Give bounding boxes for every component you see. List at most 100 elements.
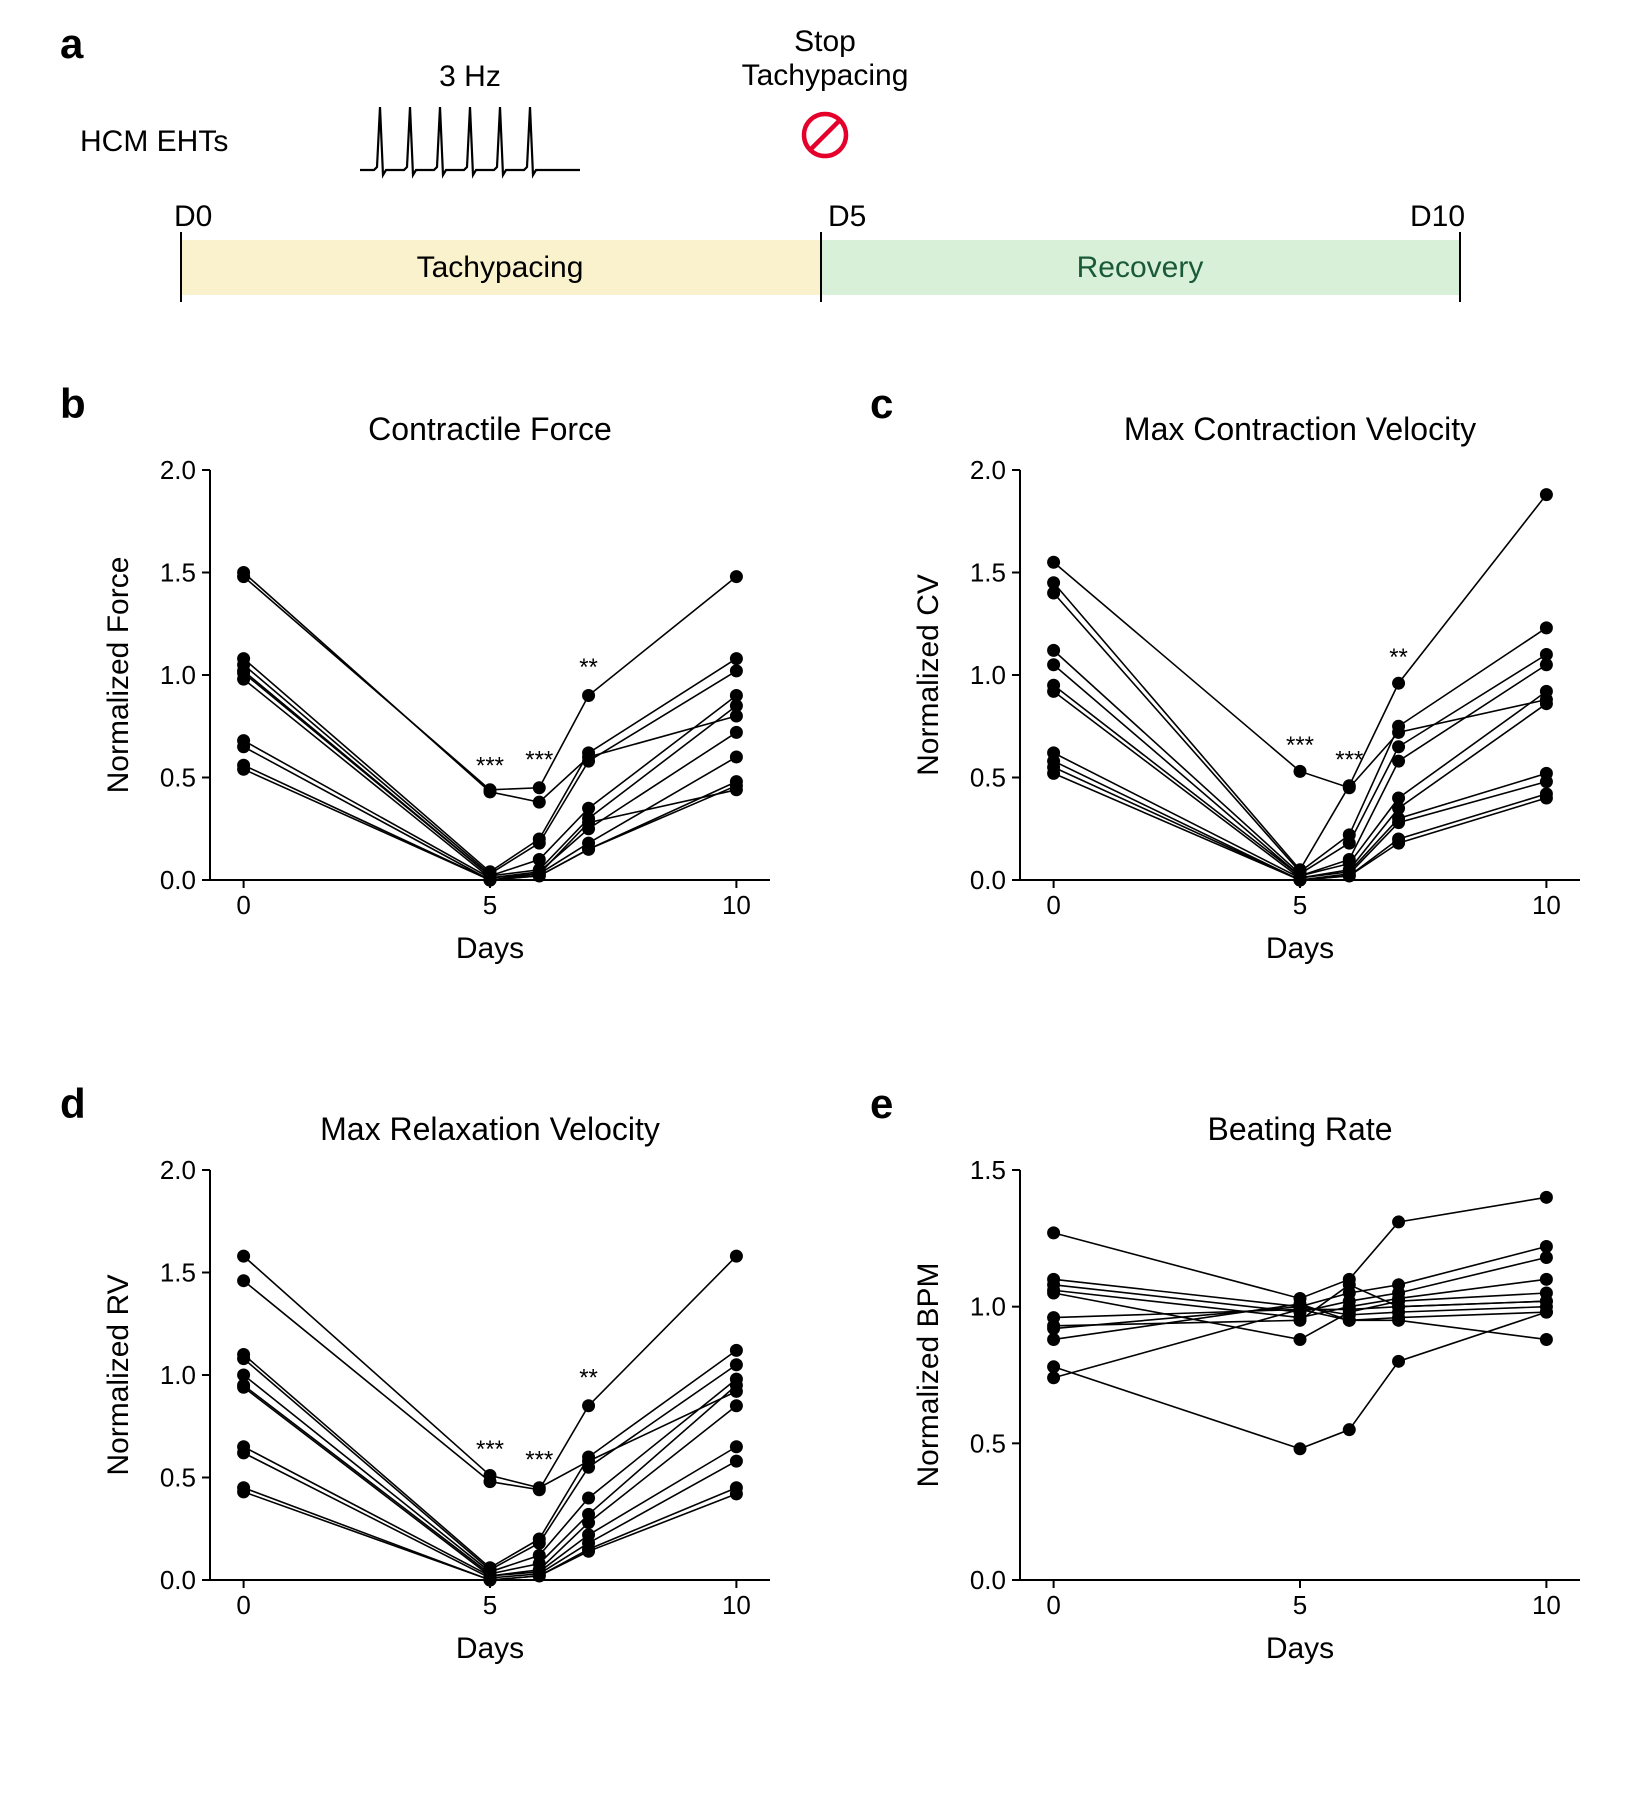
data-point bbox=[1392, 816, 1405, 829]
data-point bbox=[582, 1492, 595, 1505]
panel-e-label: e bbox=[870, 1080, 893, 1128]
y-tick-label: 1.5 bbox=[970, 1155, 1006, 1185]
y-tick-label: 2.0 bbox=[160, 1155, 196, 1185]
data-point bbox=[730, 1440, 743, 1453]
x-axis-label: Days bbox=[456, 932, 524, 965]
panel-a-label: a bbox=[60, 20, 83, 68]
data-point bbox=[1540, 1273, 1553, 1286]
data-point bbox=[533, 1483, 546, 1496]
data-point bbox=[1392, 740, 1405, 753]
data-point bbox=[1540, 792, 1553, 805]
data-point bbox=[730, 664, 743, 677]
phase-tachypacing-label: Tachypacing bbox=[417, 251, 584, 285]
panel-d-label: d bbox=[60, 1080, 86, 1128]
day-d0-label: D0 bbox=[174, 200, 212, 234]
data-point bbox=[533, 1569, 546, 1582]
y-tick-label: 2.0 bbox=[970, 455, 1006, 485]
day-d5-label: D5 bbox=[828, 200, 866, 234]
data-point bbox=[533, 781, 546, 794]
x-tick-label: 10 bbox=[722, 890, 751, 920]
data-point bbox=[582, 816, 595, 829]
data-point bbox=[237, 1250, 250, 1263]
x-tick-label: 10 bbox=[1532, 1590, 1561, 1620]
data-point bbox=[237, 1274, 250, 1287]
spike-waveform-icon bbox=[360, 95, 580, 185]
data-point bbox=[730, 1455, 743, 1468]
y-axis-label: Normalized RV bbox=[102, 1274, 135, 1475]
y-tick-label: 1.0 bbox=[160, 660, 196, 690]
chart-title: Max Contraction Velocity bbox=[1124, 411, 1476, 447]
hz-3-label: 3 Hz bbox=[410, 60, 530, 94]
series-line bbox=[244, 1447, 737, 1576]
data-point bbox=[582, 1516, 595, 1529]
data-point bbox=[1540, 1191, 1553, 1204]
data-point bbox=[484, 1475, 497, 1488]
data-point bbox=[1540, 488, 1553, 501]
data-point bbox=[1540, 1333, 1553, 1346]
phase-recovery: Recovery bbox=[820, 240, 1460, 295]
data-point bbox=[730, 699, 743, 712]
data-point bbox=[484, 1574, 497, 1587]
y-tick-label: 0.0 bbox=[160, 1565, 196, 1595]
data-point bbox=[237, 1446, 250, 1459]
significance-marker: *** bbox=[525, 746, 553, 773]
data-point bbox=[533, 796, 546, 809]
data-point bbox=[237, 673, 250, 686]
data-point bbox=[1392, 1215, 1405, 1228]
data-point bbox=[730, 570, 743, 583]
panel-c-label: c bbox=[870, 380, 893, 428]
data-point bbox=[484, 783, 497, 796]
data-point bbox=[1540, 621, 1553, 634]
chart-title: Contractile Force bbox=[368, 411, 612, 447]
data-point bbox=[730, 1487, 743, 1500]
data-point bbox=[582, 1399, 595, 1412]
data-point bbox=[533, 1537, 546, 1550]
panel-b-label: b bbox=[60, 380, 86, 428]
y-tick-label: 1.0 bbox=[160, 1360, 196, 1390]
data-point bbox=[533, 837, 546, 850]
x-tick-label: 0 bbox=[1046, 1590, 1060, 1620]
data-point bbox=[1392, 1314, 1405, 1327]
data-point bbox=[1294, 874, 1307, 887]
data-point bbox=[1343, 1314, 1356, 1327]
phase-recovery-label: Recovery bbox=[1077, 251, 1204, 285]
data-point bbox=[730, 783, 743, 796]
data-point bbox=[1343, 837, 1356, 850]
hcm-ehts-label: HCM EHTs bbox=[80, 125, 228, 159]
data-point bbox=[237, 1485, 250, 1498]
chart-beating-rate: Beating Rate0.00.51.01.50510DaysNormaliz… bbox=[910, 1110, 1610, 1670]
y-tick-label: 1.5 bbox=[160, 1258, 196, 1288]
significance-marker: ** bbox=[579, 654, 598, 681]
x-axis-label: Days bbox=[1266, 1632, 1334, 1665]
data-point bbox=[1343, 1423, 1356, 1436]
chart-max-contraction-velocity: Max Contraction Velocity0.00.51.01.52.00… bbox=[910, 410, 1610, 970]
series-line bbox=[1054, 650, 1547, 873]
y-tick-label: 0.0 bbox=[970, 1565, 1006, 1595]
y-axis-label: Normalized Force bbox=[102, 557, 135, 794]
series-line bbox=[1054, 691, 1547, 878]
x-tick-label: 0 bbox=[236, 1590, 250, 1620]
chart-title: Max Relaxation Velocity bbox=[320, 1111, 660, 1147]
data-point bbox=[237, 1381, 250, 1394]
data-point bbox=[1047, 587, 1060, 600]
data-point bbox=[1392, 1355, 1405, 1368]
chart-max-relaxation-velocity: Max Relaxation Velocity0.00.51.01.52.005… bbox=[100, 1110, 800, 1670]
y-tick-label: 1.0 bbox=[970, 660, 1006, 690]
y-tick-label: 2.0 bbox=[160, 455, 196, 485]
y-tick-label: 0.5 bbox=[970, 1428, 1006, 1458]
x-tick-label: 0 bbox=[236, 890, 250, 920]
data-point bbox=[1343, 779, 1356, 792]
data-point bbox=[1047, 556, 1060, 569]
data-point bbox=[730, 1344, 743, 1357]
data-point bbox=[237, 1352, 250, 1365]
x-tick-label: 5 bbox=[1293, 890, 1307, 920]
significance-marker: *** bbox=[476, 752, 504, 779]
data-point bbox=[730, 1399, 743, 1412]
significance-marker: *** bbox=[525, 1446, 553, 1473]
timeline-tick-d10 bbox=[1459, 232, 1461, 302]
significance-marker: *** bbox=[1335, 746, 1363, 773]
y-tick-label: 0.5 bbox=[160, 763, 196, 793]
data-point bbox=[1540, 685, 1553, 698]
data-point bbox=[730, 726, 743, 739]
data-point bbox=[484, 874, 497, 887]
